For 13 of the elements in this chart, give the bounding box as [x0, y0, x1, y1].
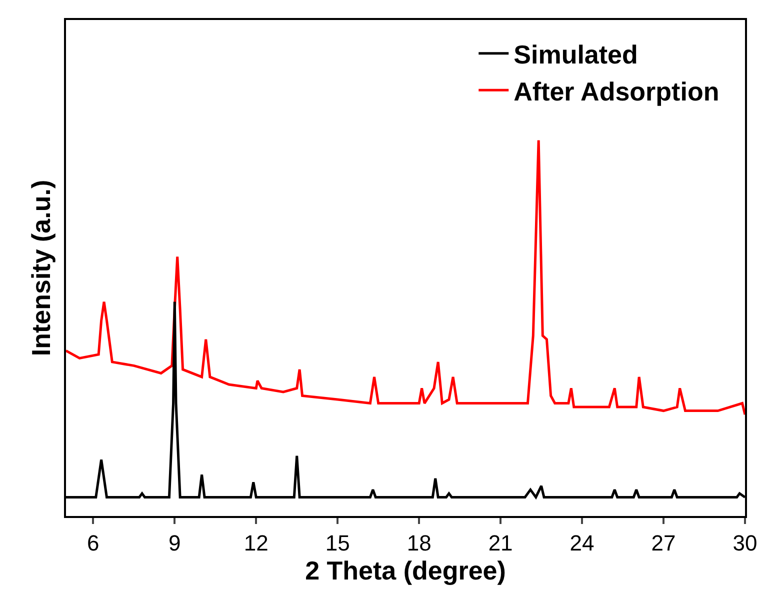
x-tick-label: 9 — [168, 530, 181, 556]
legend-label: Simulated — [514, 39, 638, 70]
x-tick-label: 6 — [87, 530, 100, 556]
x-tick-label: 15 — [325, 530, 350, 556]
x-tick-label: 18 — [406, 530, 432, 556]
x-tick-label: 27 — [651, 530, 676, 556]
x-tick-label: 30 — [732, 530, 758, 556]
x-tick-label: 21 — [488, 530, 513, 556]
y-axis-title: Intensity (a.u.) — [26, 180, 56, 356]
x-tick-label: 12 — [244, 530, 268, 556]
x-tick-label: 24 — [570, 530, 594, 556]
x-axis-title: 2 Theta (degree) — [305, 555, 506, 586]
legend-label: After Adsorption — [514, 76, 720, 106]
